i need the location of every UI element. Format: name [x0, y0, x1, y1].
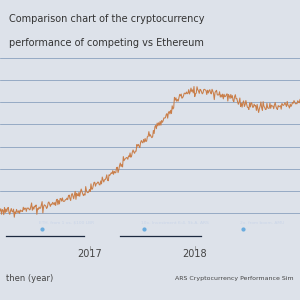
Text: ARS Cryptocurrency Performance Sim: ARS Cryptocurrency Performance Sim: [176, 276, 294, 281]
Text: 2017: 2017: [78, 249, 102, 260]
Text: then (year): then (year): [6, 274, 53, 283]
Text: 2x. from boom. AMU: 2x. from boom. AMU: [240, 221, 284, 225]
Text: ETH. from 1 vs. $100 LBR: ETH. from 1 vs. $100 LBR: [39, 221, 94, 225]
Text: Comparison chart of the cryptocurrency: Comparison chart of the cryptocurrency: [9, 14, 205, 23]
Text: 2018: 2018: [183, 249, 207, 260]
Text: performance of competing vs Ethereum: performance of competing vs Ethereum: [9, 38, 204, 48]
Text: 10x. Investment 6:4. 9k.A. ARS: 10x. Investment 6:4. 9k.A. ARS: [141, 221, 209, 225]
